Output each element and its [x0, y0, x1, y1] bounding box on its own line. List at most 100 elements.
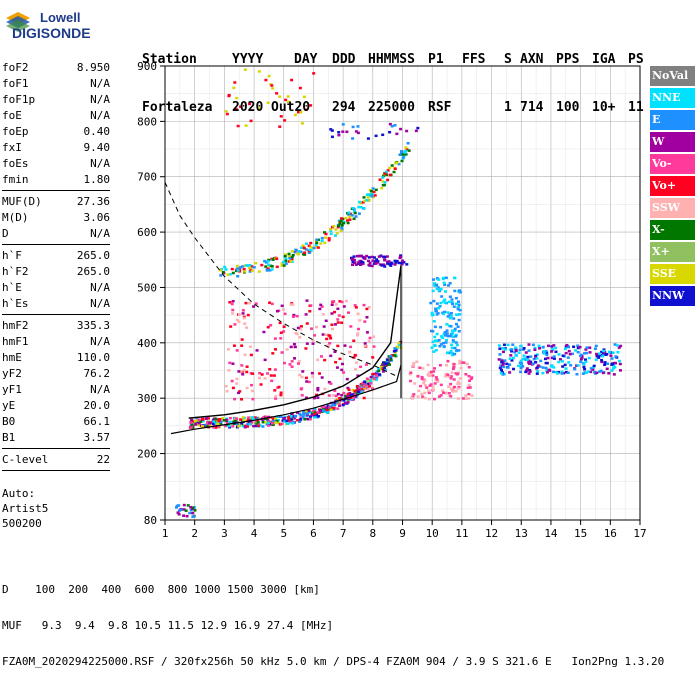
echo-point	[427, 397, 431, 401]
echo-point	[543, 357, 547, 361]
echo-point	[264, 261, 268, 264]
header-label: IGA	[592, 52, 616, 67]
echo-point	[363, 344, 367, 347]
echo-point	[177, 504, 181, 507]
echo-point	[456, 325, 460, 328]
echo-point	[362, 303, 366, 307]
echo-point	[177, 509, 181, 512]
footer-file-line: FZA0M_2020294225000.RSF / 320fx256h 50 k…	[2, 655, 665, 668]
echo-point	[281, 308, 285, 311]
legend-entry: NNE	[650, 88, 695, 108]
echo-point	[250, 421, 254, 424]
echo-point	[179, 508, 183, 512]
echo-point	[527, 359, 531, 362]
echo-point	[240, 398, 244, 401]
echo-point	[304, 376, 308, 380]
echo-point	[607, 372, 611, 375]
echo-point	[248, 102, 252, 106]
echo-point	[353, 261, 357, 265]
echo-point	[367, 388, 371, 391]
echo-point	[343, 344, 347, 347]
echo-point	[266, 421, 270, 425]
echo-point	[271, 418, 275, 421]
echo-point	[243, 264, 247, 267]
echo-point	[412, 393, 416, 396]
param-name: B0	[2, 415, 16, 428]
echo-point	[432, 284, 436, 287]
echo-point	[384, 170, 388, 174]
echo-point	[603, 363, 607, 367]
echo-point	[527, 372, 531, 375]
echo-point	[432, 278, 436, 281]
echo-point	[271, 258, 275, 261]
echo-point	[236, 274, 240, 278]
param-value: 76.2	[83, 367, 111, 380]
header-value: 714	[520, 100, 544, 115]
echo-point	[366, 196, 370, 199]
echo-point	[275, 419, 279, 423]
param-name: foEp	[2, 125, 29, 138]
echo-point	[247, 416, 251, 419]
echo-point	[369, 382, 373, 385]
echo-point	[533, 348, 537, 351]
echo-point	[296, 110, 300, 114]
echo-point	[389, 356, 393, 360]
echo-point	[605, 367, 609, 371]
echo-point	[315, 393, 319, 397]
echo-point	[336, 344, 340, 348]
echo-point	[607, 350, 611, 354]
echo-point	[458, 377, 462, 380]
echo-point	[423, 379, 427, 382]
echo-point	[305, 342, 309, 345]
echo-point	[208, 422, 212, 425]
echo-point	[433, 382, 437, 385]
echo-point	[436, 312, 440, 315]
echo-point	[333, 403, 337, 407]
echo-point	[351, 125, 355, 129]
echo-point	[508, 363, 512, 366]
echo-point	[356, 125, 360, 128]
header-values: Fortaleza 2020 Out20 294 225000 RSF 1 714 100 10+…	[142, 100, 644, 116]
echo-point	[357, 390, 361, 394]
echo-point	[449, 394, 453, 398]
echo-point	[248, 263, 252, 267]
echo-point	[228, 416, 232, 420]
echo-point	[346, 221, 350, 225]
echo-point	[432, 350, 436, 353]
echo-point	[325, 406, 329, 409]
echo-point	[300, 122, 304, 125]
echo-point	[293, 345, 297, 349]
echo-point	[344, 299, 348, 303]
echo-point	[511, 356, 515, 360]
echo-point	[241, 265, 245, 268]
echo-point	[362, 385, 366, 389]
echo-point	[560, 360, 564, 363]
echo-point	[347, 388, 351, 392]
echo-point	[541, 366, 545, 369]
echo-point	[242, 267, 246, 271]
echo-point	[239, 105, 243, 108]
echo-point	[331, 394, 335, 397]
echo-point	[589, 367, 593, 370]
echo-point	[329, 354, 333, 358]
echo-point	[189, 421, 193, 424]
param-value: 0.40	[83, 125, 111, 138]
echo-point	[228, 272, 232, 276]
echo-point	[345, 219, 349, 222]
echo-point	[503, 359, 507, 362]
echo-point	[450, 302, 454, 306]
echo-point	[290, 257, 294, 261]
echo-point	[305, 299, 309, 302]
echo-point	[458, 362, 462, 365]
echo-cluster	[224, 68, 316, 128]
echo-point	[564, 351, 568, 355]
echo-point	[578, 345, 582, 349]
echo-point	[514, 349, 518, 353]
x-tick-label: 4	[251, 527, 258, 540]
echo-point	[342, 305, 346, 308]
echo-point	[383, 265, 387, 268]
echo-point	[251, 397, 255, 401]
param-name: h`F2	[2, 265, 29, 278]
echo-point	[514, 354, 518, 357]
axis-ticks: 1 2 3 4 5 6 7 8 9 10 11 12 13 14 15 16 17802003004005006…	[137, 60, 647, 540]
